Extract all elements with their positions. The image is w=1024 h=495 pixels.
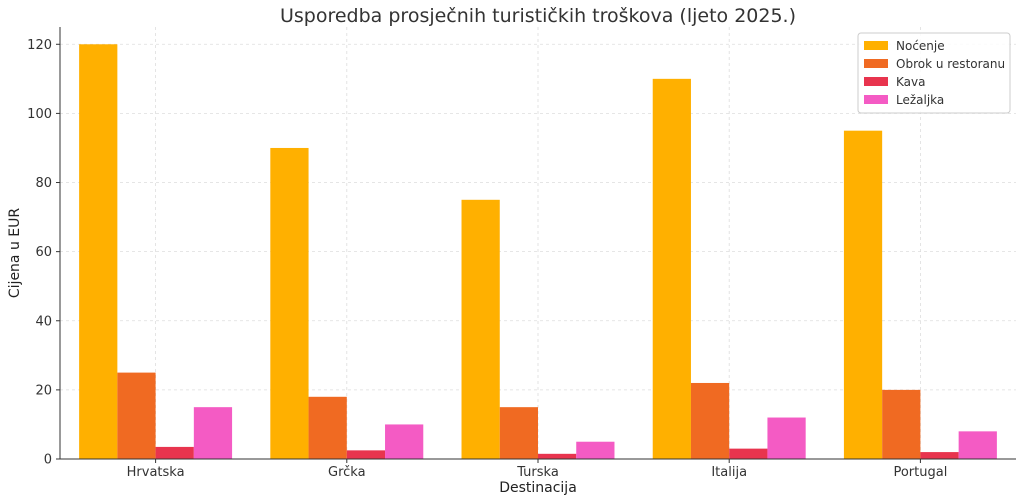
bars	[79, 44, 997, 460]
legend-label: Ležaljka	[896, 93, 944, 107]
y-tick-label: 80	[35, 176, 52, 191]
bar-ležaljka	[576, 441, 615, 459]
x-tick-label: Italija	[711, 465, 747, 480]
bar-ležaljka	[958, 431, 997, 459]
bar-kava	[538, 453, 577, 459]
bar-ležaljka	[193, 407, 233, 459]
bar-noćenje	[270, 147, 309, 459]
x-tick-label: Hrvatska	[127, 465, 185, 480]
legend: Noćenje Obrok u restoranu Kava Ležaljka	[857, 32, 1011, 114]
chart-title: Usporedba prosječnih turističkih troškov…	[280, 5, 796, 27]
bar-obrok-u-restoranu	[499, 407, 538, 459]
legend-label: Kava	[896, 75, 925, 89]
y-tick-label: 120	[27, 38, 52, 53]
legend-label: Noćenje	[896, 39, 945, 53]
y-tick-label: 40	[35, 314, 52, 329]
bar-noćenje	[79, 44, 118, 459]
bar-kava	[346, 450, 386, 459]
x-tick-label: Turska	[516, 465, 559, 480]
legend-swatch	[864, 41, 888, 50]
y-tick-label: 60	[35, 245, 52, 260]
x-axis-label: Destinacija	[499, 480, 577, 495]
bar-ležaljka	[767, 417, 806, 459]
bar-obrok-u-restoranu	[117, 372, 156, 459]
x-tick-label: Portugal	[893, 465, 947, 480]
legend-box	[857, 32, 1011, 114]
legend-label: Obrok u restoranu	[896, 57, 1005, 71]
legend-swatch	[864, 95, 888, 104]
bar-kava	[729, 448, 768, 459]
bar-kava	[155, 446, 194, 459]
x-tick-label: Grčka	[328, 465, 366, 480]
y-tick-label: 20	[35, 383, 52, 398]
bar-kava	[920, 452, 959, 459]
bar-noćenje	[461, 199, 500, 460]
bar-noćenje	[843, 130, 883, 459]
y-tick-label: 100	[27, 107, 52, 122]
bar-ležaljka	[385, 424, 424, 459]
legend-swatch	[864, 59, 888, 68]
legend-swatch	[864, 77, 888, 86]
y-axis-label: Cijena u EUR	[7, 208, 23, 298]
axes: 0 20 40 60 80 100 120 Hrvatska Grčka Turska Italij…	[27, 27, 1016, 480]
bar-obrok-u-restoranu	[882, 389, 921, 459]
bar-obrok-u-restoranu	[308, 396, 347, 459]
y-tick-label: 0	[44, 453, 52, 468]
bar-noćenje	[652, 78, 691, 459]
bar-obrok-u-restoranu	[690, 382, 730, 459]
